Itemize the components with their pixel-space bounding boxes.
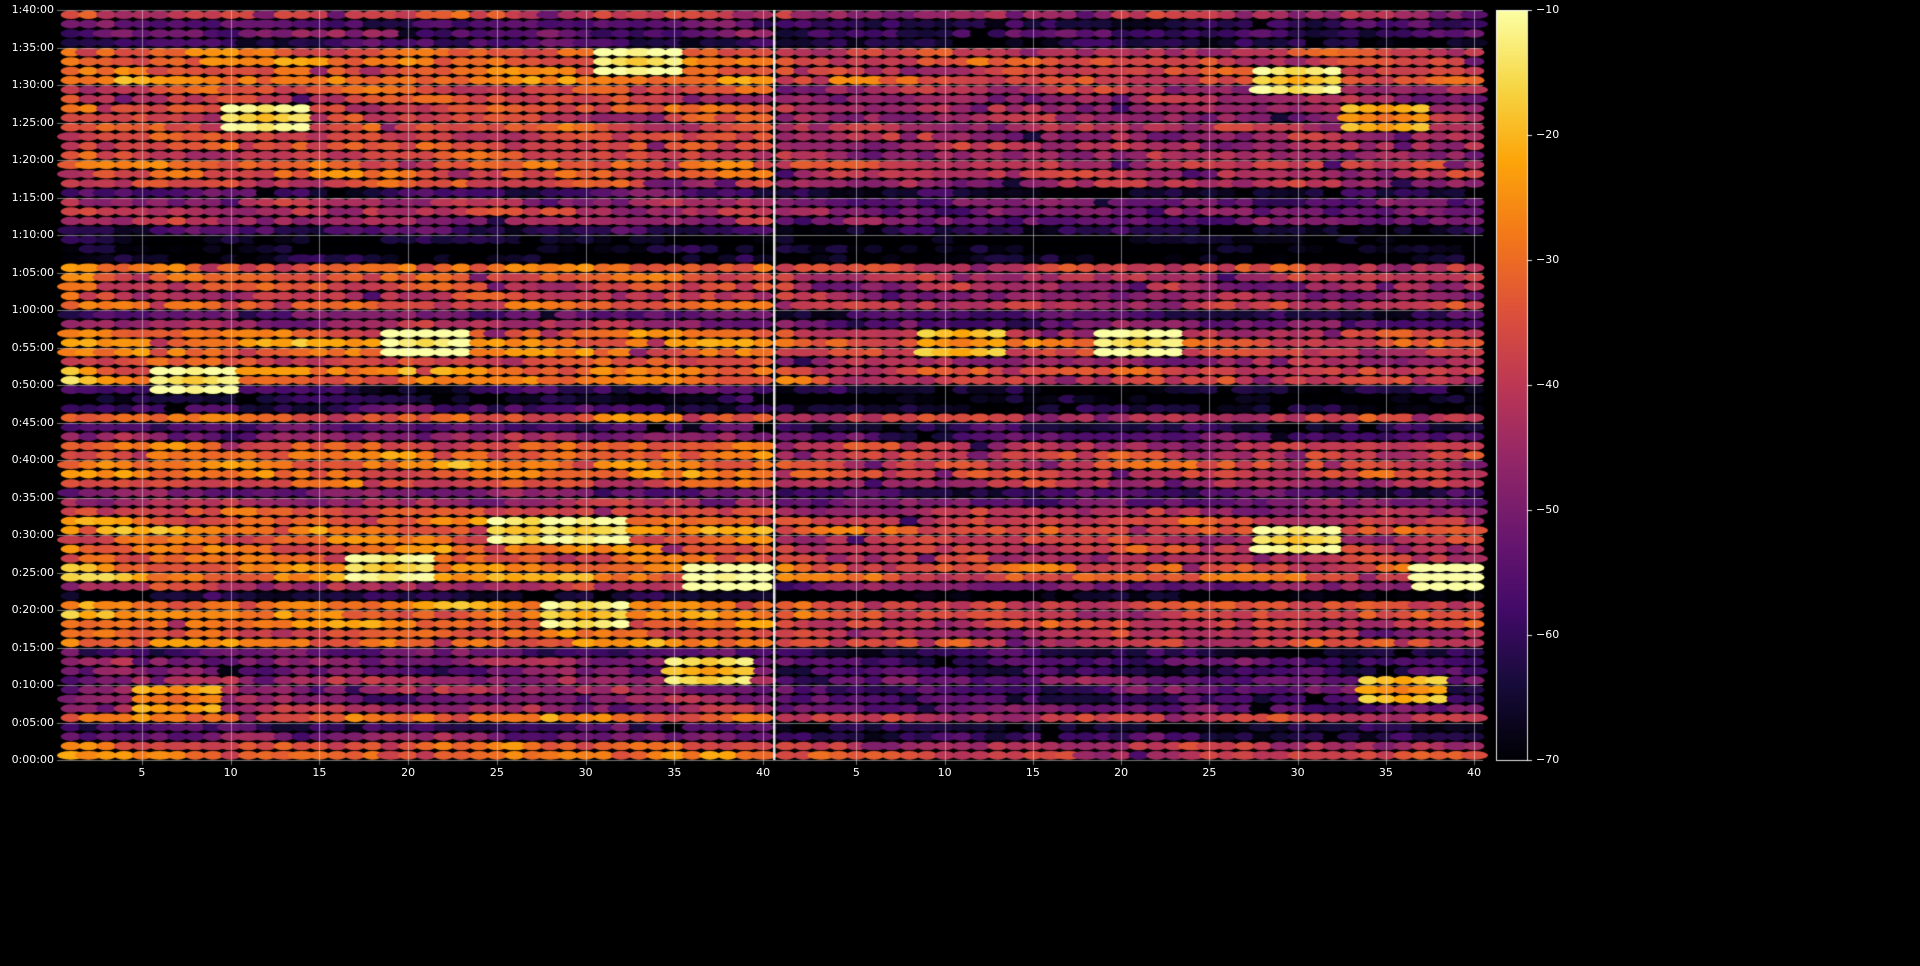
heatmap-canvas xyxy=(0,0,1920,966)
spectrogram-figure: 0:00:00 0:05:00 0:10:00 0:15:00 0:20:00 0:25:… xyxy=(0,0,1920,966)
